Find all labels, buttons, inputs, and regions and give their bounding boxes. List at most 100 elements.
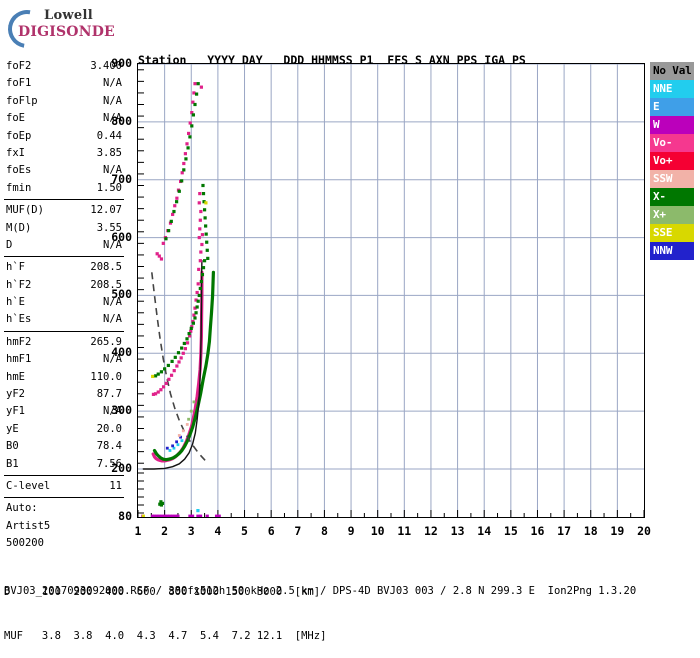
param-value: N/A [103,313,122,326]
x-tick-16: 16 [530,524,545,538]
param-value: 20.0 [96,422,122,435]
series-echo-scatter-above-f2-green-x-point [156,372,160,376]
series-echo-scatter-above-f2-pink-vo-point [172,369,176,373]
y-tick-600: 600 [111,229,132,244]
param-row-ye: yE 20.0 [4,421,124,438]
param-divider [4,330,124,332]
x-tick-12: 12 [424,524,438,538]
series-echo-scatter-above-f2-pink-vo-point [190,325,194,329]
legend-item-e[interactable]: E [650,98,694,116]
legend-item-nnw[interactable]: NNW [650,242,694,260]
param-value: 3.400 [90,60,122,72]
series-baseline-noise-markers-magenta-purple-blue-yellow-point [165,514,169,517]
param-key: D [6,238,13,251]
series-echo-scatter-above-f2-green-x-point [159,370,164,374]
param-row-fmin: fmin 1.50 [4,180,124,197]
series-echo-scatter-above-f2-pink-vo-point [188,121,192,125]
series-echo-scatter-above-f2-pink-vo-point [192,91,196,95]
speckle-point [189,409,193,413]
series-echo-scatter-above-f2-pink-vo-point [192,313,196,317]
speckle-point [165,446,169,450]
series-isolated-cyan-echo-point [196,509,200,513]
series-echo-scatter-above-f2-pink-vo-point [171,212,175,217]
series-echo-scatter-above-f2-pink-vo-point [200,242,204,247]
series-echo-scatter-above-f2-green-x-point [191,321,195,325]
series-echo-scatter-above-f2-pink-vo-point [199,85,203,89]
series-sporadic-low-height-echoes-green-point [159,500,163,504]
x-tick-11: 11 [397,524,412,538]
series-echo-scatter-above-f2-pink-vo-point [181,351,185,355]
series-echo-scatter-above-f2-green-x-point [190,124,194,128]
y-tick-700: 700 [111,171,132,186]
y-tick-900: 900 [111,56,132,70]
param-key: hmE [6,370,25,383]
param-key: MUF(D) [6,204,44,217]
param-key: foEp [6,129,32,142]
series-echo-scatter-above-f2-green-x-point [202,208,207,212]
speckle-point [176,443,180,447]
param-value: 208.5 [90,278,122,291]
param-row-foep: foEp 0.44 [4,128,124,145]
x-tick-17: 17 [557,524,572,538]
series-echo-scatter-above-f2-green-x-point [204,232,208,236]
param-key: h`F2 [6,278,32,291]
param-key: foF1 [6,77,32,90]
legend-item-ssw[interactable]: SSW [650,170,694,188]
param-divider [4,474,124,476]
legend-item-nne[interactable]: NNE [650,80,694,98]
param-key: foE [6,112,25,125]
param-key: hmF1 [6,353,32,366]
series-isolated-yellow-echoes-sse-point [204,201,208,205]
param-key: h`Es [6,313,32,326]
legend-item-x[interactable]: X+ [650,206,694,224]
series-echo-scatter-above-f2-pink-vo-point [168,221,173,225]
param-value: 78.4 [96,440,122,453]
legend-item-x[interactable]: X- [650,188,694,206]
polarization-legend[interactable]: No Val NNE E W Vo- Vo+ SSW X- X+ SSE NNW [650,62,694,260]
series-baseline-noise-markers-magenta-purple-blue-yellow-point [176,514,180,517]
param-row-hf: h`F 208.5 [4,259,124,276]
param-key: fxI [6,146,25,159]
ionogram-plot-area[interactable] [137,63,645,518]
legend-item-sse[interactable]: SSE [650,224,694,242]
series-echo-scatter-above-f2-green-x-point [163,367,167,371]
speckle-point [180,439,184,443]
legend-item-vo[interactable]: Vo- [650,134,694,152]
series-echo-scatter-above-f2-green-x-point [196,299,200,303]
series-echo-scatter-above-f2-pink-vo-point [193,306,197,310]
series-echo-scatter-above-f2-green-x-point [170,359,174,363]
series-echo-scatter-above-f2-green-x-point [205,240,209,244]
series-echo-scatter-above-f2-green-x-point [173,355,177,359]
series-echo-scatter-above-f2-pink-vo-point [197,201,201,205]
param-value: N/A [103,405,122,418]
muf-distance-table: D 100 200 400 600 800 1000 1500 3000 [km… [4,556,326,658]
series-echo-scatter-above-f2-green-x-point [193,316,197,320]
speckle-point [168,449,172,452]
param-key: yE [6,422,19,435]
series-echo-scatter-above-f2-pink-vo-point [200,233,205,237]
series-echo-scatter-above-f2-green-x-point [164,237,168,241]
legend-item-vo[interactable]: Vo+ [650,152,694,170]
param-row-hme: hmE 110.0 [4,369,124,386]
param-value: 3.55 [96,221,122,234]
series-echo-scatter-above-f2-pink-vo-point [175,196,179,200]
series-echo-scatter-above-f2-pink-vo-point [177,360,181,364]
series-echo-scatter-above-f2-green-x-point [193,102,197,107]
legend-item-w[interactable]: W [650,116,694,134]
legend-item-noval[interactable]: No Val [650,62,694,80]
speckle-point [185,423,189,426]
param-row-d: D N/A [4,237,124,254]
param-value: 3.85 [96,146,122,159]
series-isolated-yellow-echoes-sse-point [141,514,145,517]
series-echo-scatter-above-f2-pink-vo-point [183,347,188,351]
series-echo-scatter-above-f2-green-x-point [204,224,208,228]
param-key: foFlp [6,94,38,107]
series-baseline-noise-markers-magenta-purple-blue-yellow-point [205,514,209,517]
y-tick-200: 200 [111,461,132,475]
param-key: M(D) [6,221,32,234]
x-tick-4: 4 [214,524,222,538]
param-note-text: 500200 [6,537,44,550]
param-key: h`E [6,296,25,309]
series-echo-scatter-above-f2-pink-vo-point [193,82,197,86]
series-baseline-noise-markers-magenta-purple-blue-yellow-point [198,514,203,517]
